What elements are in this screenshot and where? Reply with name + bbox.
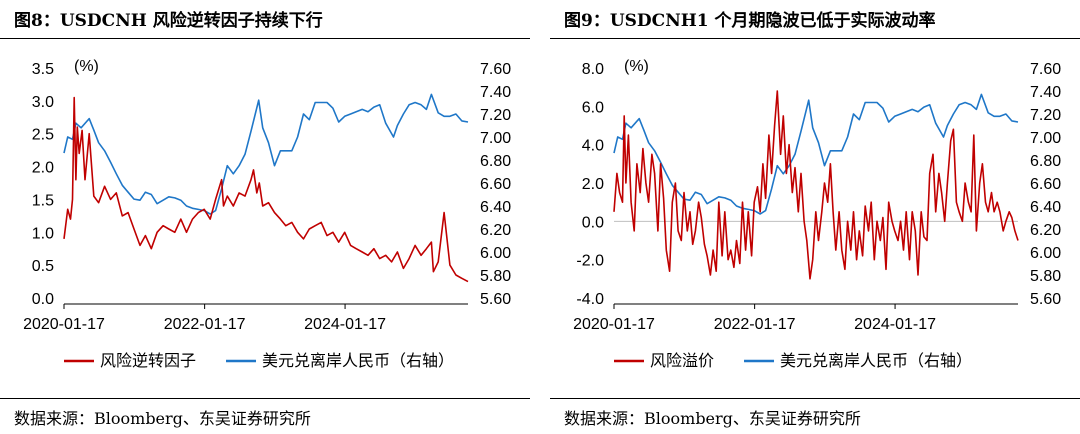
y-left-tick-label: 0.0 [582,214,604,231]
y-right-tick-label: 7.40 [1030,84,1061,101]
y-left-tick-label: 2.0 [32,160,54,177]
y-right-tick-label: 7.00 [1030,130,1061,147]
y-right-tick-label: 6.20 [1030,222,1061,239]
y-right-tick-label: 5.80 [480,268,511,285]
y-left-tick-label: 2.0 [582,176,604,193]
chart-panel-right: 图9：USDCNH1 个月期隐波已低于实际波动率 8.0 6.0 4.0 2.0 0.0… [550,0,1080,434]
y-right-tick-label: 6.00 [480,245,511,262]
y-left-tick-label: 4.0 [582,138,604,155]
y-left-tick-label: 8.0 [582,61,604,78]
legend-label: 风险溢价 [650,352,714,370]
unit-label: (%) [624,58,649,75]
y-left-tick-label: 6.0 [582,99,604,116]
y-right-tick-label: 5.60 [1030,291,1061,308]
y-right-tick-label: 7.20 [1030,107,1061,124]
series-line-0 [63,96,469,283]
chart-panel-left: 图8：USDCNH 风险逆转因子持续下行 3.5 3.0 2.5 2.0 1.5 1.0 0… [0,0,530,434]
y-right-tick-label: 7.00 [480,130,511,147]
y-right-tick-label: 6.00 [1030,245,1061,262]
x-tick-label: 2022-01-17 [164,316,246,333]
legend-label: 美元兑离岸人民币（右轴） [780,352,972,370]
y-left-tick-label: 0.0 [32,291,54,308]
series-line-1 [613,93,1019,215]
y-right-tick-label: 7.60 [480,61,511,78]
y-right-tick-label: 6.40 [480,199,511,216]
legend-label: 风险逆转因子 [100,352,196,370]
source-divider [0,398,530,399]
y-right-tick-label: 6.60 [480,176,511,193]
chart-title: 图8：USDCNH 风险逆转因子持续下行 [14,11,323,31]
y-right-tick-label: 6.60 [1030,176,1061,193]
y-left-tick-label: 3.0 [32,94,54,111]
series-line-1 [63,93,469,215]
y-right-tick-label: 6.40 [1030,199,1061,216]
unit-label: (%) [74,58,99,75]
y-right-tick-label: 7.20 [480,107,511,124]
y-right-tick-label: 6.20 [480,222,511,239]
y-right-tick-label: 5.60 [480,291,511,308]
y-left-tick-label: 2.5 [32,127,54,144]
y-right-tick-label: 6.80 [1030,153,1061,170]
y-left-tick-label: -4.0 [576,291,604,308]
legend-label: 美元兑离岸人民币（右轴） [262,352,454,370]
line-chart-risk-premium: 8.0 6.0 4.0 2.0 0.0 -2.0 -4.0 7.60 7.40 7.20 7.00 6… [573,58,1061,370]
y-left-tick-label: -2.0 [576,253,604,270]
x-tick-label: 2020-01-17 [573,316,655,333]
chart-title: 图9：USDCNH1 个月期隐波已低于实际波动率 [564,11,936,31]
data-source: 数据来源：Bloomberg、东吴证券研究所 [14,409,311,428]
x-tick-label: 2022-01-17 [714,316,796,333]
source-divider [550,398,1080,399]
y-left-tick-label: 0.5 [32,258,54,275]
title-divider [550,38,1080,39]
x-tick-label: 2020-01-17 [23,316,105,333]
x-tick-label: 2024-01-17 [304,316,386,333]
y-left-tick-label: 1.0 [32,225,54,242]
y-left-tick-label: 3.5 [32,61,54,78]
y-left-tick-label: 1.5 [32,192,54,209]
y-right-tick-label: 7.40 [480,84,511,101]
line-chart-risk-reversal: 3.5 3.0 2.5 2.0 1.5 1.0 0.5 0.0 7.60 7.40 7.20 7.00… [23,58,511,370]
x-tick-label: 2024-01-17 [854,316,936,333]
series-line-0 [613,90,1019,280]
y-right-tick-label: 7.60 [1030,61,1061,78]
title-divider [0,38,530,39]
y-right-tick-label: 5.80 [1030,268,1061,285]
y-right-tick-label: 6.80 [480,153,511,170]
data-source: 数据来源：Bloomberg、东吴证券研究所 [564,409,861,428]
